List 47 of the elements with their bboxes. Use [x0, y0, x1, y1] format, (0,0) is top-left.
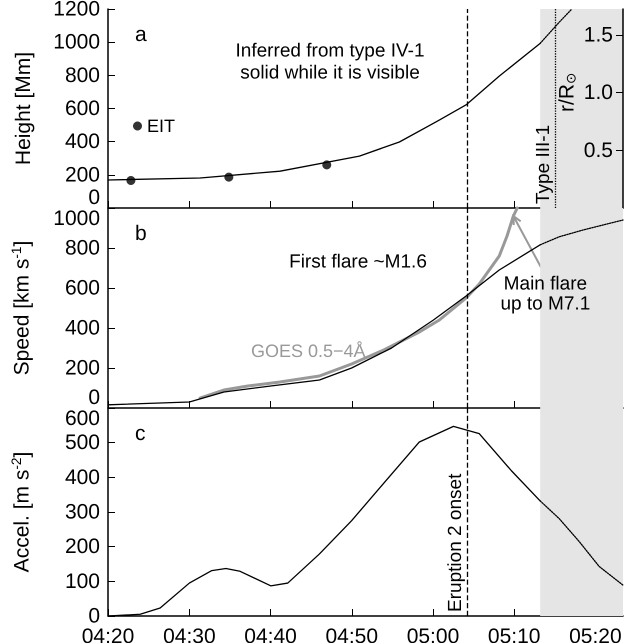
- x-tick-label: 04:50: [325, 625, 378, 643]
- text: b: [135, 222, 147, 245]
- y-tick-label: 600: [64, 407, 100, 430]
- y-tick-label: 500: [64, 431, 100, 454]
- x-tick-label: 05:20: [569, 625, 622, 643]
- text: a: [135, 23, 147, 46]
- y2-tick-label: 1.5: [584, 23, 613, 46]
- y-tick-label: 1000: [53, 30, 100, 54]
- y-axis-title: Accel. [m s-2]: [9, 452, 34, 572]
- series-label: GOES 0.5−4Å: [251, 341, 366, 361]
- y-tick-label: 1200: [53, 0, 100, 20]
- x-tick-label: 04:20: [82, 625, 134, 643]
- y-tick-label: 0: [88, 604, 100, 628]
- y-tick-label: 0: [88, 186, 100, 209]
- ref-line-label: Eruption 2 onset: [445, 472, 466, 612]
- y-tick-label: 1000: [53, 207, 100, 230]
- y2-axis-title: r/R⊙: [556, 72, 579, 112]
- annotation: Main flare up to M7.1: [500, 274, 590, 314]
- y2-tick-label: 1.0: [584, 81, 613, 104]
- y-tick-label: 0: [88, 386, 100, 409]
- y-tick-label: 200: [64, 535, 100, 558]
- y-tick-label: 100: [64, 570, 100, 593]
- ref-line-label: Type III-1: [532, 124, 554, 204]
- x-tick-label: 04:40: [244, 625, 297, 643]
- y-tick-label: 800: [64, 64, 100, 87]
- y-tick-label: 200: [64, 356, 100, 380]
- y-axis-title: Speed [km s-1]: [9, 240, 34, 376]
- y-tick-label: 800: [64, 236, 100, 260]
- y-tick-label: 400: [64, 316, 100, 340]
- point: [224, 172, 234, 182]
- point: [126, 176, 136, 185]
- y-tick-label: 400: [64, 466, 100, 489]
- y-tick-label: 300: [64, 500, 100, 524]
- annotation: First flare ~M1.6: [289, 252, 427, 272]
- x-tick-label: 04:30: [163, 625, 216, 643]
- point: [322, 160, 332, 170]
- x-tick-label: 05:00: [406, 625, 460, 643]
- y-tick-label: 200: [64, 163, 100, 186]
- text: c: [135, 422, 146, 445]
- legend-label: EIT: [147, 116, 176, 136]
- y-tick-label: 600: [64, 276, 100, 300]
- y-tick-label: 400: [64, 130, 100, 154]
- x-tick-label: 05:10: [488, 625, 540, 643]
- y-axis-title: Height [Mm]: [12, 52, 35, 166]
- y-tick-label: 600: [64, 97, 100, 120]
- y2-tick-label: 0.5: [584, 138, 613, 162]
- annotation: Inferred from type IV-1 solid while it is visible: [235, 40, 425, 84]
